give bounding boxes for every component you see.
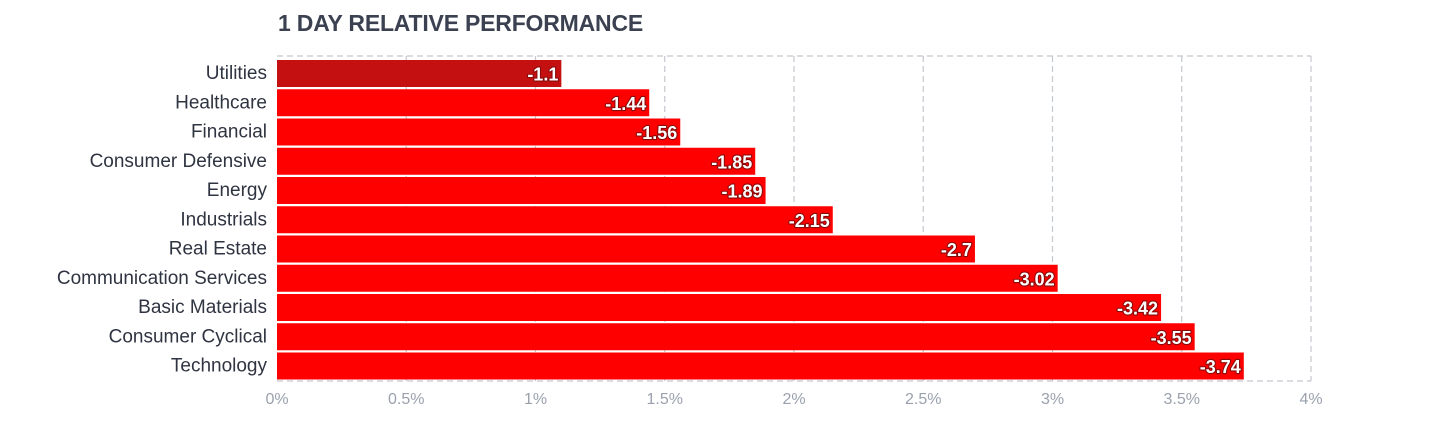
value-label-7: -2.7 — [941, 240, 972, 260]
category-label-10: Consumer Cyclical — [109, 326, 267, 347]
x-tick-label-8: 3.5% — [1164, 391, 1200, 408]
bar-1[interactable] — [277, 60, 562, 87]
value-label-6: -2.15 — [789, 211, 830, 231]
value-label-11: -3.74 — [1200, 357, 1241, 377]
category-label-9: Basic Materials — [138, 297, 267, 318]
x-tick-label-1: 0% — [265, 391, 288, 408]
bar-4[interactable] — [277, 147, 756, 175]
value-label-3: -1.56 — [636, 123, 677, 143]
x-tick-label-4: 1.5% — [647, 391, 683, 408]
bar-3[interactable] — [277, 118, 681, 146]
value-label-4: -1.85 — [711, 152, 752, 172]
x-tick-label-3: 1% — [524, 391, 547, 408]
value-label-10: -3.55 — [1151, 328, 1192, 348]
value-label-1: -1.1 — [527, 65, 558, 85]
category-label-5: Energy — [207, 180, 268, 201]
x-tick-label-2: 0.5% — [388, 391, 424, 408]
category-label-6: Industrials — [180, 209, 267, 230]
bar-5[interactable] — [277, 177, 766, 204]
category-label-2: Healthcare — [175, 92, 267, 113]
bar-2[interactable] — [277, 89, 650, 117]
value-label-5: -1.89 — [722, 182, 763, 202]
bar-11[interactable] — [277, 352, 1244, 380]
bar-9[interactable] — [277, 294, 1162, 321]
value-label-8: -3.02 — [1014, 269, 1055, 289]
bar-8[interactable] — [277, 264, 1058, 292]
category-label-1: Utilities — [206, 63, 267, 84]
category-label-3: Financial — [191, 122, 267, 143]
x-tick-label-5: 2% — [782, 391, 805, 408]
bar-10[interactable] — [277, 323, 1195, 351]
x-tick-label-7: 3% — [1041, 391, 1064, 408]
value-label-2: -1.44 — [605, 94, 646, 114]
bar-6[interactable] — [277, 206, 833, 234]
category-label-11: Technology — [171, 356, 268, 377]
value-label-9: -3.42 — [1117, 299, 1158, 319]
category-label-7: Real Estate — [169, 239, 267, 260]
category-label-8: Communication Services — [57, 268, 267, 289]
category-label-4: Consumer Defensive — [90, 151, 267, 172]
chart-title: 1 DAY RELATIVE PERFORMANCE — [278, 10, 643, 36]
bar-7[interactable] — [277, 235, 975, 263]
x-tick-label-6: 2.5% — [905, 391, 941, 408]
x-tick-label-9: 4% — [1299, 391, 1322, 408]
